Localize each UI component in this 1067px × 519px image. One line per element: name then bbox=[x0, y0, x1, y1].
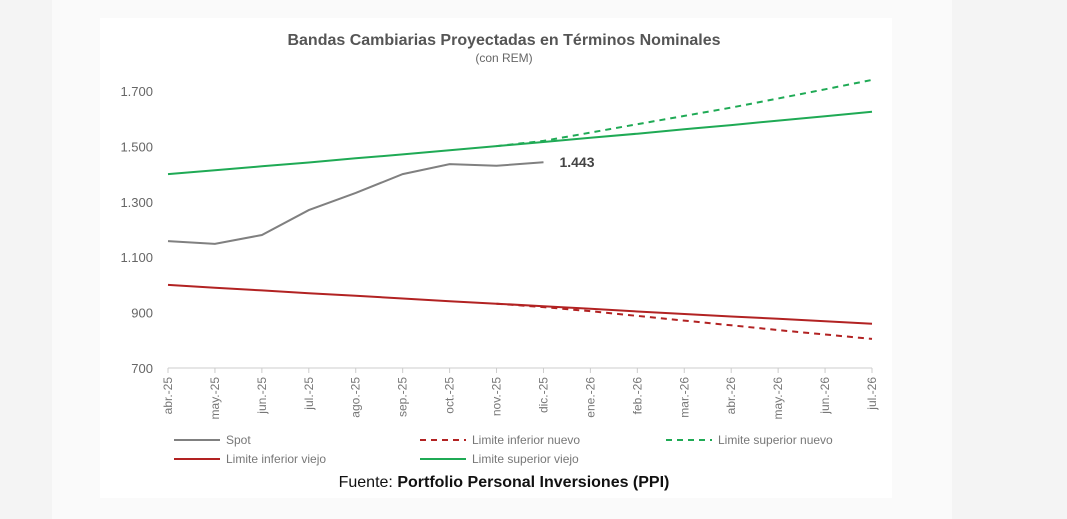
y-tick-label: 1.100 bbox=[120, 250, 153, 265]
legend-label: Spot bbox=[226, 433, 251, 447]
legend-label: Limite inferior viejo bbox=[226, 452, 326, 466]
y-tick-label: 700 bbox=[131, 361, 153, 376]
chart-panel bbox=[100, 18, 892, 498]
series-line-limite-superior-viejo bbox=[167, 110, 873, 176]
x-tick-label: jul.-25 bbox=[302, 377, 316, 411]
chart-title: Bandas Cambiarias Proyectadas en Término… bbox=[287, 32, 720, 49]
series-line-limite-inferior-nuevo bbox=[496, 302, 873, 340]
x-tick-label: ago.-25 bbox=[349, 377, 363, 418]
x-tick-label: abr.-25 bbox=[161, 377, 175, 415]
y-tick-label: 1.500 bbox=[120, 139, 153, 154]
x-tick-label: feb.-26 bbox=[630, 377, 644, 415]
x-tick-label: dic.-25 bbox=[536, 377, 550, 413]
x-tick-label: sep.-25 bbox=[396, 377, 410, 417]
x-tick-label: jun.-26 bbox=[818, 377, 832, 415]
source-prefix: Fuente: bbox=[339, 474, 398, 491]
y-tick-label: 1.700 bbox=[120, 84, 153, 99]
x-tick-label: may.-26 bbox=[771, 377, 785, 420]
y-tick-label: 1.300 bbox=[120, 195, 153, 210]
x-tick-label: abr.-26 bbox=[724, 377, 738, 415]
series-line-limite-inferior-viejo bbox=[167, 283, 873, 325]
legend-label: Limite superior nuevo bbox=[718, 433, 833, 447]
x-tick-label: may.-25 bbox=[208, 377, 222, 420]
x-tick-label: jun.-25 bbox=[255, 377, 269, 415]
source-name: Portfolio Personal Inversiones (PPI) bbox=[397, 474, 669, 491]
x-tick-label: ene.-26 bbox=[583, 377, 597, 418]
x-tick-label: jul.-26 bbox=[865, 377, 879, 411]
x-tick-label: oct.-25 bbox=[443, 377, 457, 414]
x-tick-label: nov.-25 bbox=[490, 377, 504, 416]
series-line-limite-superior-nuevo bbox=[496, 78, 873, 148]
series-line-spot bbox=[167, 161, 544, 245]
y-tick-label: 900 bbox=[131, 306, 153, 321]
source-note: Fuente: Portfolio Personal Inversiones (… bbox=[339, 474, 670, 491]
legend-label: Limite inferior nuevo bbox=[472, 433, 580, 447]
legend-label: Limite superior viejo bbox=[472, 452, 579, 466]
x-tick-label: mar.-26 bbox=[677, 377, 691, 418]
chart-subtitle: (con REM) bbox=[475, 51, 532, 65]
data-label: 1.443 bbox=[559, 154, 594, 170]
